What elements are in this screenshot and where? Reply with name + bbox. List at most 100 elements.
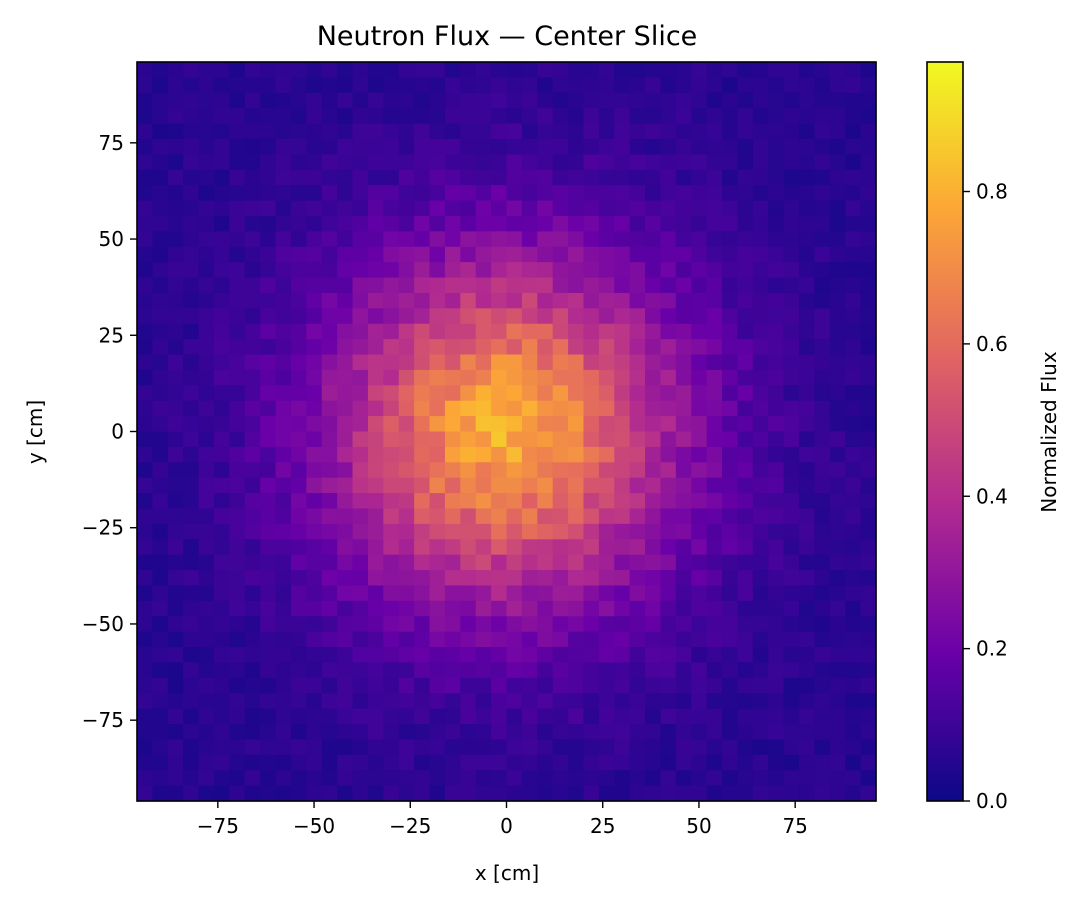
heatmap-cell: [367, 631, 384, 648]
heatmap-cell: [337, 154, 354, 171]
heatmap-cell: [260, 339, 277, 356]
heatmap-cell: [645, 785, 662, 802]
heatmap-cell: [306, 508, 323, 525]
heatmap-cell: [213, 554, 230, 571]
heatmap-cell: [521, 570, 538, 587]
heatmap-cell: [306, 400, 323, 417]
heatmap-cell: [183, 339, 200, 356]
heatmap-cell: [475, 339, 492, 356]
heatmap-cell: [475, 92, 492, 109]
heatmap-cell: [337, 169, 354, 186]
heatmap-cell: [429, 523, 446, 540]
heatmap-cell: [383, 647, 400, 664]
heatmap-cell: [537, 277, 554, 294]
heatmap-cell: [645, 108, 662, 125]
heatmap-cell: [737, 200, 754, 217]
heatmap-cell: [860, 508, 877, 525]
heatmap-cell: [290, 493, 307, 510]
heatmap-cell: [583, 385, 600, 402]
heatmap-cell: [706, 246, 723, 263]
heatmap-cell: [768, 416, 785, 433]
heatmap-cell: [198, 662, 215, 679]
heatmap-cell: [783, 785, 800, 802]
heatmap-cell: [290, 123, 307, 140]
heatmap-cell: [829, 662, 846, 679]
heatmap-cell: [475, 123, 492, 140]
heatmap-cell: [383, 92, 400, 109]
heatmap-cell: [398, 108, 415, 125]
heatmap-cell: [244, 108, 261, 125]
heatmap-cell: [183, 354, 200, 371]
heatmap-cell: [460, 724, 477, 741]
heatmap-cell: [198, 92, 215, 109]
heatmap-cell: [752, 631, 769, 648]
heatmap-cell: [783, 677, 800, 694]
heatmap-cell: [506, 62, 523, 78]
heatmap-cell: [306, 539, 323, 556]
heatmap-cell: [213, 108, 230, 125]
heatmap-cell: [506, 600, 523, 617]
heatmap-cell: [783, 770, 800, 787]
heatmap-cell: [290, 677, 307, 694]
heatmap-cell: [829, 600, 846, 617]
heatmap-cell: [814, 92, 831, 109]
heatmap-cell: [722, 385, 739, 402]
heatmap-cell: [629, 200, 646, 217]
heatmap-cell: [137, 323, 153, 340]
heatmap-cell: [645, 554, 662, 571]
heatmap-cell: [414, 739, 431, 756]
x-tick-label: −25: [389, 814, 431, 838]
heatmap-cell: [722, 539, 739, 556]
heatmap-cell: [337, 693, 354, 710]
heatmap-cell: [552, 446, 569, 463]
heatmap-cell: [552, 616, 569, 633]
heatmap-cell: [768, 508, 785, 525]
heatmap-cell: [814, 339, 831, 356]
heatmap-cell: [137, 154, 153, 171]
heatmap-cell: [537, 431, 554, 448]
heatmap-cell: [198, 477, 215, 494]
heatmap-cell: [629, 215, 646, 232]
heatmap-cell: [629, 785, 646, 802]
heatmap-cell: [367, 446, 384, 463]
heatmap-cell: [799, 554, 816, 571]
heatmap-cell: [660, 77, 677, 94]
heatmap-cell: [691, 62, 708, 78]
heatmap-cell: [645, 662, 662, 679]
heatmap-cell: [783, 647, 800, 664]
heatmap-cell: [783, 616, 800, 633]
heatmap-cell: [352, 570, 369, 587]
heatmap-cell: [660, 369, 677, 386]
heatmap-cell: [229, 477, 246, 494]
heatmap-cell: [691, 677, 708, 694]
heatmap-cell: [675, 200, 692, 217]
heatmap-cell: [691, 416, 708, 433]
heatmap-cell: [429, 277, 446, 294]
heatmap-cell: [260, 400, 277, 417]
heatmap-cell: [829, 123, 846, 140]
heatmap-cell: [137, 539, 153, 556]
heatmap-cell: [722, 169, 739, 186]
heatmap-cell: [537, 246, 554, 263]
heatmap-cell: [244, 585, 261, 602]
heatmap-cell: [506, 385, 523, 402]
heatmap-cell: [167, 277, 184, 294]
heatmap-cell: [306, 138, 323, 155]
heatmap-cell: [244, 446, 261, 463]
heatmap-cell: [829, 385, 846, 402]
heatmap-cell: [475, 62, 492, 78]
heatmap-cell: [814, 508, 831, 525]
heatmap-cell: [183, 770, 200, 787]
heatmap-cell: [137, 708, 153, 725]
heatmap-cell: [598, 600, 615, 617]
heatmap-cell: [460, 77, 477, 94]
heatmap-cell: [275, 662, 292, 679]
heatmap-cell: [260, 354, 277, 371]
heatmap-cell: [183, 585, 200, 602]
heatmap-cell: [860, 62, 877, 78]
heatmap-cell: [475, 292, 492, 309]
heatmap-cell: [537, 647, 554, 664]
heatmap-cell: [290, 246, 307, 263]
heatmap-cell: [598, 539, 615, 556]
heatmap-cell: [829, 277, 846, 294]
